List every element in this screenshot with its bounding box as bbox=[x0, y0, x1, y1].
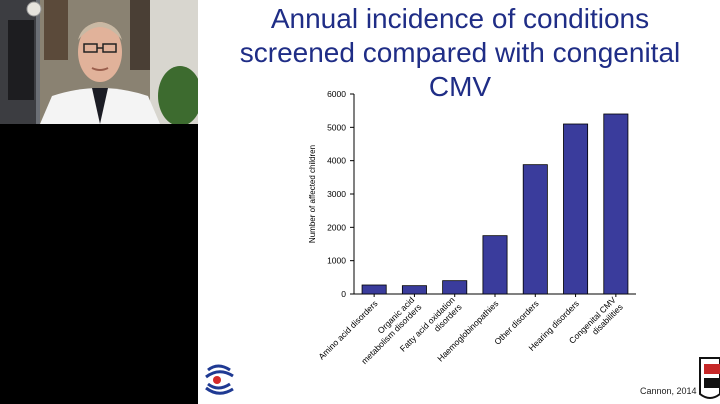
bar bbox=[603, 113, 629, 295]
y-tick-label: 4000 bbox=[327, 156, 346, 166]
y-tick-label: 1000 bbox=[327, 256, 346, 266]
organisation-logo-icon bbox=[205, 364, 234, 395]
citation-text: Cannon, 2014 bbox=[640, 386, 697, 396]
y-tick-label: 0 bbox=[341, 289, 346, 299]
bar bbox=[563, 123, 589, 295]
bar bbox=[482, 235, 508, 295]
slide-title: Annual incidence of conditions screened … bbox=[210, 2, 710, 104]
slide-title-line-1: Annual incidence of conditions bbox=[270, 3, 650, 34]
y-tick-label: 3000 bbox=[327, 189, 346, 199]
university-crest-icon bbox=[698, 354, 720, 404]
presenter-video-icon bbox=[0, 0, 198, 124]
bar bbox=[401, 285, 427, 295]
y-tick-label: 2000 bbox=[327, 222, 346, 232]
bar bbox=[522, 164, 548, 295]
presenter-webcam bbox=[0, 0, 198, 124]
incidence-bar-chart: 0 1000 2000 3000 4000 5000 6000 Number of affec… bbox=[308, 89, 636, 366]
slide-title-line-3: CMV bbox=[428, 71, 492, 102]
y-axis-title: Number of affected children bbox=[308, 145, 317, 243]
bar bbox=[361, 284, 387, 295]
y-tick-label: 6000 bbox=[327, 89, 346, 99]
video-background-panel bbox=[0, 124, 198, 404]
bar bbox=[442, 280, 468, 295]
slide-title-line-2: screened compared with congenital bbox=[239, 37, 681, 68]
y-tick-label: 5000 bbox=[327, 122, 346, 132]
